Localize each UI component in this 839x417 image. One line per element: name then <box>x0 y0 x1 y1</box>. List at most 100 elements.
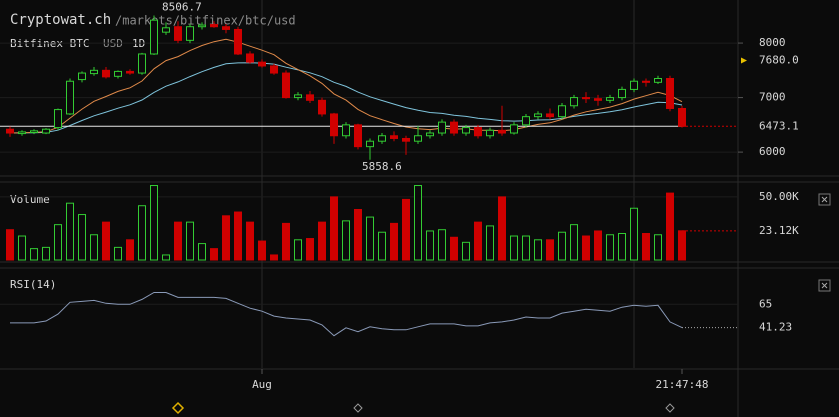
y-tick-label: 8000 <box>759 36 786 49</box>
volume-bar <box>654 234 662 261</box>
volume-bar <box>414 185 422 261</box>
volume-bar <box>234 211 242 261</box>
candle-body <box>198 24 206 28</box>
candle-body <box>306 94 314 101</box>
event-marker[interactable] <box>665 403 675 413</box>
volume-bar <box>54 224 62 261</box>
candle-body <box>294 94 302 99</box>
volume-bar <box>282 222 290 261</box>
candle-body <box>66 80 74 115</box>
volume-bar <box>90 234 98 261</box>
volume-bar <box>318 221 326 261</box>
candle-body <box>18 131 26 135</box>
close-button[interactable] <box>818 279 831 292</box>
candle-body <box>30 130 38 133</box>
volume-bar <box>198 243 206 261</box>
candle-body <box>102 69 110 78</box>
candle-body <box>330 113 338 137</box>
volume-bar <box>450 236 458 261</box>
close-button[interactable] <box>818 193 831 206</box>
volume-bar <box>222 215 230 261</box>
volume-bar <box>258 240 266 261</box>
volume-bar <box>534 239 542 261</box>
volume-bar <box>402 198 410 261</box>
volume-bar <box>18 235 26 261</box>
volume-bar <box>510 235 518 261</box>
moving-average <box>9 38 683 134</box>
moving-average <box>9 62 683 134</box>
candle-body <box>42 128 50 134</box>
y-tick-label: 6000 <box>759 145 786 158</box>
candle-body <box>558 105 566 118</box>
close-icon[interactable] <box>821 196 828 203</box>
volume-bar <box>474 221 482 261</box>
volume-bar <box>270 254 278 261</box>
candle-body <box>402 137 410 142</box>
y-tick-label: 7000 <box>759 91 786 104</box>
candle-body <box>546 113 554 118</box>
pane-label: Volume <box>10 193 50 206</box>
volume-last-label: 23.12K <box>759 224 799 237</box>
volume-bar <box>30 248 38 261</box>
volume-bar <box>78 214 86 261</box>
rsi-line <box>10 292 683 337</box>
candle-body <box>498 129 506 134</box>
event-marker[interactable] <box>171 401 185 415</box>
alert-marker <box>741 57 747 64</box>
candle-body <box>90 69 98 75</box>
volume-bar <box>486 225 494 261</box>
x-tick-label: Aug <box>252 378 272 391</box>
candle-body <box>114 70 122 77</box>
last-price-label: 6473.1 <box>759 119 799 132</box>
candle-body <box>594 98 602 101</box>
candle-body <box>654 78 662 83</box>
candle-body <box>234 28 242 55</box>
candle-body <box>630 80 638 90</box>
candle-body <box>282 72 290 99</box>
candle-body <box>246 53 254 63</box>
candle-body <box>366 140 374 148</box>
candle-body <box>342 124 350 137</box>
candle-body <box>6 128 14 134</box>
candle-body <box>582 97 590 100</box>
close-box[interactable] <box>818 279 831 292</box>
volume-bar <box>558 231 566 261</box>
candle-body <box>642 80 650 83</box>
close-icon[interactable] <box>821 282 828 289</box>
candle-body <box>54 109 62 129</box>
volume-bar <box>42 246 50 261</box>
candle-body <box>126 70 134 74</box>
volume-bar <box>186 221 194 261</box>
volume-bar <box>306 238 314 261</box>
event-marker[interactable] <box>353 403 363 413</box>
candle-body <box>606 97 614 101</box>
volume-bar <box>378 231 386 261</box>
volume-bar <box>582 235 590 261</box>
volume-bar <box>210 248 218 261</box>
volume-bar <box>6 229 14 261</box>
volume-bar <box>630 207 638 261</box>
volume-bar <box>606 234 614 261</box>
volume-bar <box>150 185 158 261</box>
high-label: 8506.7 <box>162 0 202 13</box>
candle-body <box>450 121 458 134</box>
volume-bar <box>594 230 602 261</box>
candle-body <box>222 26 230 30</box>
volume-bar <box>294 239 302 261</box>
volume-bar <box>354 209 362 261</box>
volume-bar <box>342 220 350 261</box>
candle-body <box>462 127 470 134</box>
candle-body <box>78 72 86 81</box>
candle-body <box>390 135 398 139</box>
close-box[interactable] <box>818 193 831 206</box>
candle-body <box>438 121 446 134</box>
volume-bar <box>678 230 686 261</box>
volume-bar <box>114 246 122 261</box>
volume-bar <box>666 192 674 261</box>
volume-bar <box>426 230 434 261</box>
rsi-last-label: 41.23 <box>759 321 792 334</box>
candle-body <box>318 99 326 115</box>
volume-bar <box>438 229 446 261</box>
volume-bar <box>174 221 182 261</box>
